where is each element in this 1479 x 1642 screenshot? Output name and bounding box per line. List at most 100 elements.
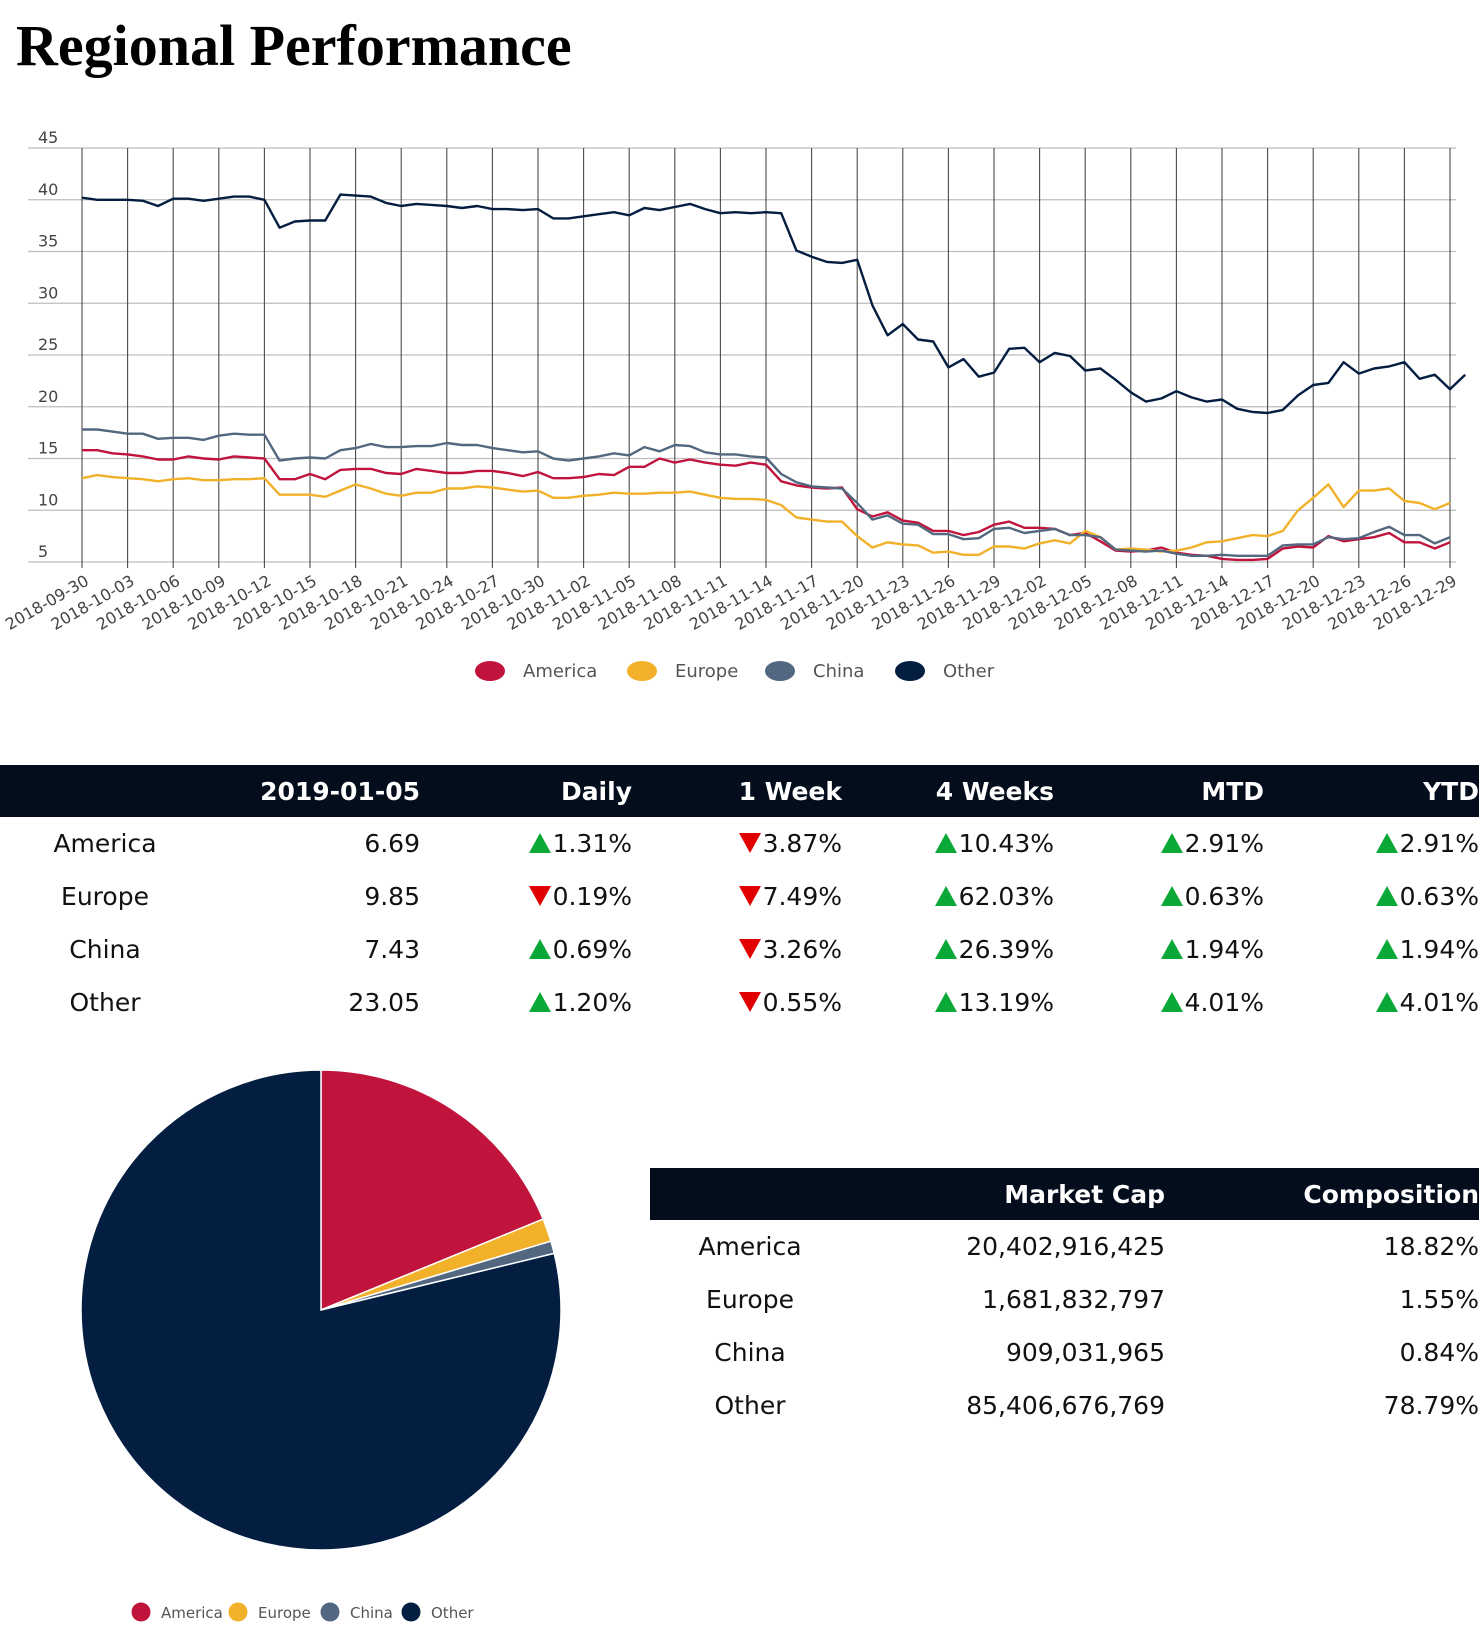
week4-change-cell: 13.19%: [842, 976, 1054, 1029]
triangle-up-icon: [1375, 886, 1398, 906]
series-line-america: [82, 449, 1451, 562]
perf-header-date: 2019-01-05: [210, 765, 420, 817]
ytd-change-cell: 0.63%: [1264, 870, 1479, 923]
perf-header-ytd: YTD: [1264, 765, 1479, 817]
week4-change-cell: 10.43%: [842, 817, 1054, 870]
legend-marker-europe: [228, 1602, 248, 1622]
week1-change-value: 3.26%: [762, 935, 842, 964]
week1-change-cell: 7.49%: [632, 870, 842, 923]
line-chart-legend: America Europe China Other: [475, 661, 995, 682]
market-cap-row: Other 85,406,676,769 78.79%: [650, 1379, 1479, 1432]
ytd-change-value: 0.63%: [1399, 882, 1479, 911]
region-name: Europe: [61, 882, 149, 911]
series-line-europe: [81, 473, 1451, 556]
composition-value: 0.84%: [1399, 1338, 1479, 1367]
triangle-up-icon: [1375, 992, 1398, 1012]
week4-change-cell: 26.39%: [842, 923, 1054, 976]
pie-slice-america: [320, 1070, 545, 1312]
week4-change-value: 62.03%: [958, 882, 1054, 911]
performance-row: Europe 9.85 0.19% 7.49% 62.03% 0.63% 0.63%: [0, 870, 1479, 923]
market-cap-table: Market Cap Composition America 20,402,916…: [650, 1168, 1479, 1432]
triangle-up-icon: [934, 939, 957, 959]
triangle-up-icon: [1160, 992, 1183, 1012]
triangle-up-icon: [1375, 939, 1398, 959]
region-name: Other: [714, 1391, 786, 1420]
triangle-up-icon: [1160, 833, 1183, 853]
series-line-china: [82, 428, 1451, 557]
triangle-down-icon: [738, 833, 761, 853]
week4-change-value: 13.19%: [958, 988, 1054, 1017]
week4-change-cell: 62.03%: [842, 870, 1054, 923]
y-tick-label: 40: [38, 180, 58, 199]
ytd-change-cell: 4.01%: [1264, 976, 1479, 1029]
triangle-up-icon: [528, 939, 551, 959]
daily-change-value: 0.69%: [552, 935, 632, 964]
triangle-up-icon: [1160, 939, 1183, 959]
region-name: Other: [69, 988, 141, 1017]
index-value: 7.43: [364, 935, 420, 964]
region-name: America: [698, 1232, 802, 1261]
daily-change-value: 1.31%: [552, 829, 632, 858]
daily-change-cell: 1.20%: [420, 976, 632, 1029]
triangle-down-icon: [738, 939, 761, 959]
daily-change-cell: 1.31%: [420, 817, 632, 870]
cap-header-region: [650, 1168, 850, 1220]
perf-header-daily: Daily: [420, 765, 632, 817]
performance-row: China 7.43 0.69% 3.26% 26.39% 1.94% 1.94%: [0, 923, 1479, 976]
index-value: 23.05: [348, 988, 420, 1017]
y-tick-label: 30: [38, 283, 58, 302]
mtd-change-cell: 0.63%: [1054, 870, 1264, 923]
legend-marker-other: [401, 1602, 421, 1622]
legend-label: Europe: [258, 1604, 311, 1622]
y-tick-label: 25: [38, 335, 58, 354]
triangle-down-icon: [738, 992, 761, 1012]
triangle-up-icon: [934, 833, 957, 853]
perf-header-mtd: MTD: [1054, 765, 1264, 817]
triangle-up-icon: [1160, 886, 1183, 906]
mtd-change-value: 4.01%: [1184, 988, 1264, 1017]
composition-value: 18.82%: [1383, 1232, 1479, 1261]
mtd-change-value: 1.94%: [1184, 935, 1264, 964]
legend-marker-america: [475, 661, 505, 681]
y-tick-label: 15: [38, 439, 58, 458]
performance-row: America 6.69 1.31% 3.87% 10.43% 2.91% 2.91%: [0, 817, 1479, 870]
composition-value: 1.55%: [1399, 1285, 1479, 1314]
legend-label: China: [813, 661, 864, 682]
market-cap-value: 20,402,916,425: [966, 1232, 1165, 1261]
ytd-change-cell: 1.94%: [1264, 923, 1479, 976]
legend-marker-china: [765, 661, 795, 681]
region-name: Europe: [706, 1285, 794, 1314]
perf-header-4weeks: 4 Weeks: [842, 765, 1054, 817]
triangle-up-icon: [1375, 833, 1398, 853]
legend-label: Other: [431, 1604, 474, 1622]
triangle-up-icon: [528, 833, 551, 853]
y-tick-label: 35: [38, 232, 58, 251]
ytd-change-value: 1.94%: [1399, 935, 1479, 964]
performance-table: 2019-01-05 Daily 1 Week 4 Weeks MTD YTD …: [0, 765, 1479, 1029]
market-cap-value: 1,681,832,797: [982, 1285, 1165, 1314]
market-cap-value: 85,406,676,769: [966, 1391, 1165, 1420]
y-tick-label: 20: [38, 387, 58, 406]
daily-change-cell: 0.69%: [420, 923, 632, 976]
week1-change-value: 0.55%: [762, 988, 842, 1017]
mtd-change-cell: 4.01%: [1054, 976, 1264, 1029]
triangle-up-icon: [934, 886, 957, 906]
y-tick-label: 10: [38, 490, 58, 509]
triangle-down-icon: [528, 886, 551, 906]
mtd-change-value: 2.91%: [1184, 829, 1264, 858]
page-title: Regional Performance: [16, 13, 572, 78]
legend-label: America: [161, 1604, 223, 1622]
week1-change-cell: 3.87%: [632, 817, 842, 870]
performance-row: Other 23.05 1.20% 0.55% 13.19% 4.01% 4.01%: [0, 976, 1479, 1029]
triangle-up-icon: [528, 992, 551, 1012]
pie-chart-legend: America Europe China Other: [131, 1602, 474, 1622]
region-name: China: [69, 935, 141, 964]
market-cap-value: 909,031,965: [1005, 1338, 1165, 1367]
week1-change-value: 7.49%: [762, 882, 842, 911]
legend-marker-europe: [627, 661, 657, 681]
cap-header-market-cap: Market Cap: [850, 1168, 1165, 1220]
mtd-change-cell: 1.94%: [1054, 923, 1264, 976]
legend-label: China: [350, 1604, 393, 1622]
market-cap-row: Europe 1,681,832,797 1.55%: [650, 1273, 1479, 1326]
week4-change-value: 26.39%: [958, 935, 1054, 964]
